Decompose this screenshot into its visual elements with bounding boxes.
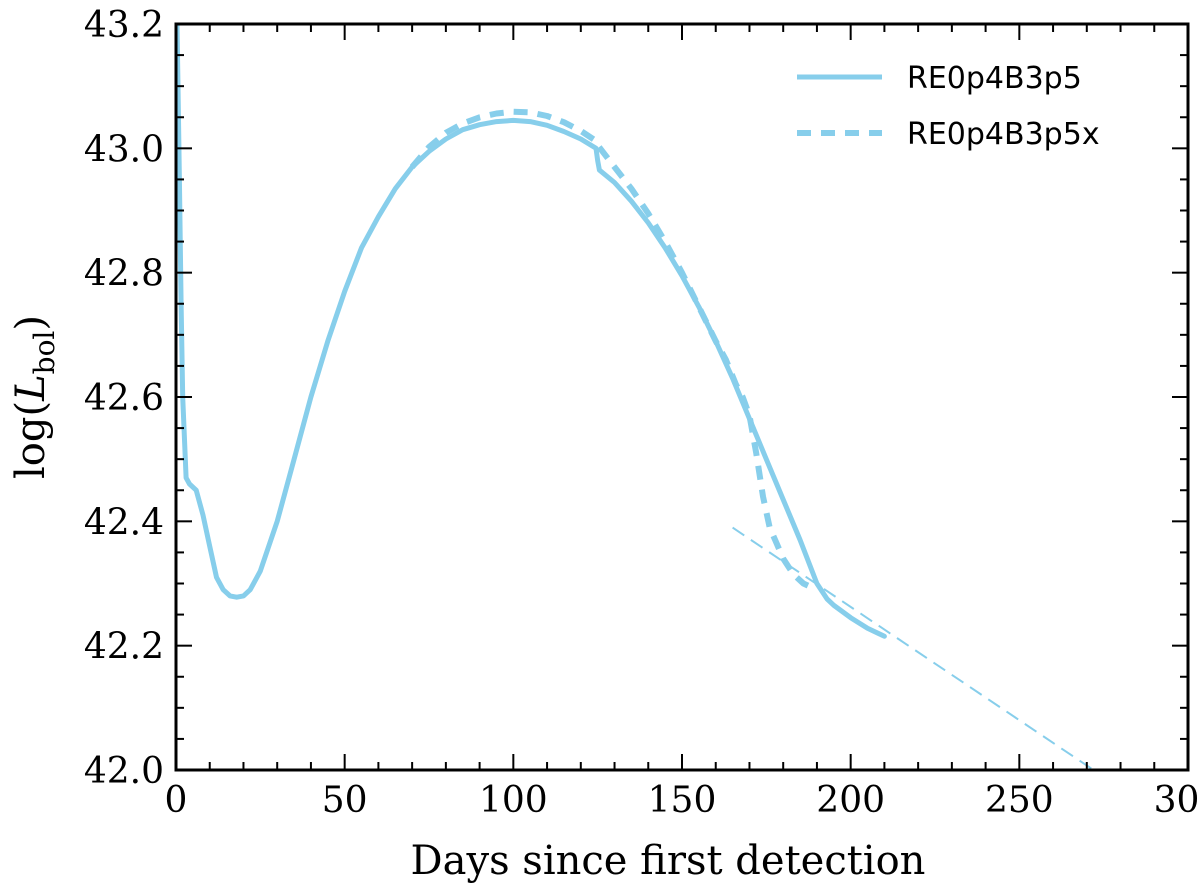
x-tick-label: 150 xyxy=(648,780,717,821)
x-tick-label: 50 xyxy=(322,780,368,821)
y-axis-title-sub: bol xyxy=(28,331,61,375)
legend: RE0p4B3p5 RE0p4B3p5x xyxy=(797,61,1100,152)
y-tick-label: 42.0 xyxy=(84,751,164,792)
y-tick-label: 43.0 xyxy=(84,129,164,170)
x-tick-label: 250 xyxy=(985,780,1054,821)
y-axis-title: log(Lbol) xyxy=(8,315,61,479)
plot-frame xyxy=(174,22,1190,772)
x-tick-label: 0 xyxy=(165,780,188,821)
x-tick-label: 300 xyxy=(1154,780,1200,821)
y-tick-label: 42.6 xyxy=(84,378,164,419)
y-tick-label: 43.2 xyxy=(84,5,164,46)
legend-label-RE0p4B3p5x: RE0p4B3p5x xyxy=(907,117,1100,152)
y-axis-title-close: ) xyxy=(8,315,54,331)
series-layer xyxy=(176,24,1095,770)
y-tick-label: 42.8 xyxy=(84,254,164,295)
series-line-RE0p4B3p5x xyxy=(409,108,812,590)
y-tick-labels: 42.0 42.2 42.4 42.6 42.8 43.0 43.2 xyxy=(84,5,164,792)
y-tick-label: 42.2 xyxy=(84,627,164,668)
legend-label-RE0p4B3p5: RE0p4B3p5 xyxy=(907,61,1082,96)
y-axis-title-main: log( xyxy=(8,401,54,479)
x-axis-title: Days since first detection xyxy=(411,838,926,884)
x-tick-label: 100 xyxy=(479,780,548,821)
y-axis-title-var: L xyxy=(8,374,54,402)
series-line-RE0p4B3p5 xyxy=(176,24,887,639)
y-tick-label: 42.4 xyxy=(84,502,164,543)
x-tick-labels: 0 50 100 150 200 250 300 xyxy=(165,780,1200,821)
x-tick-label: 200 xyxy=(816,780,885,821)
